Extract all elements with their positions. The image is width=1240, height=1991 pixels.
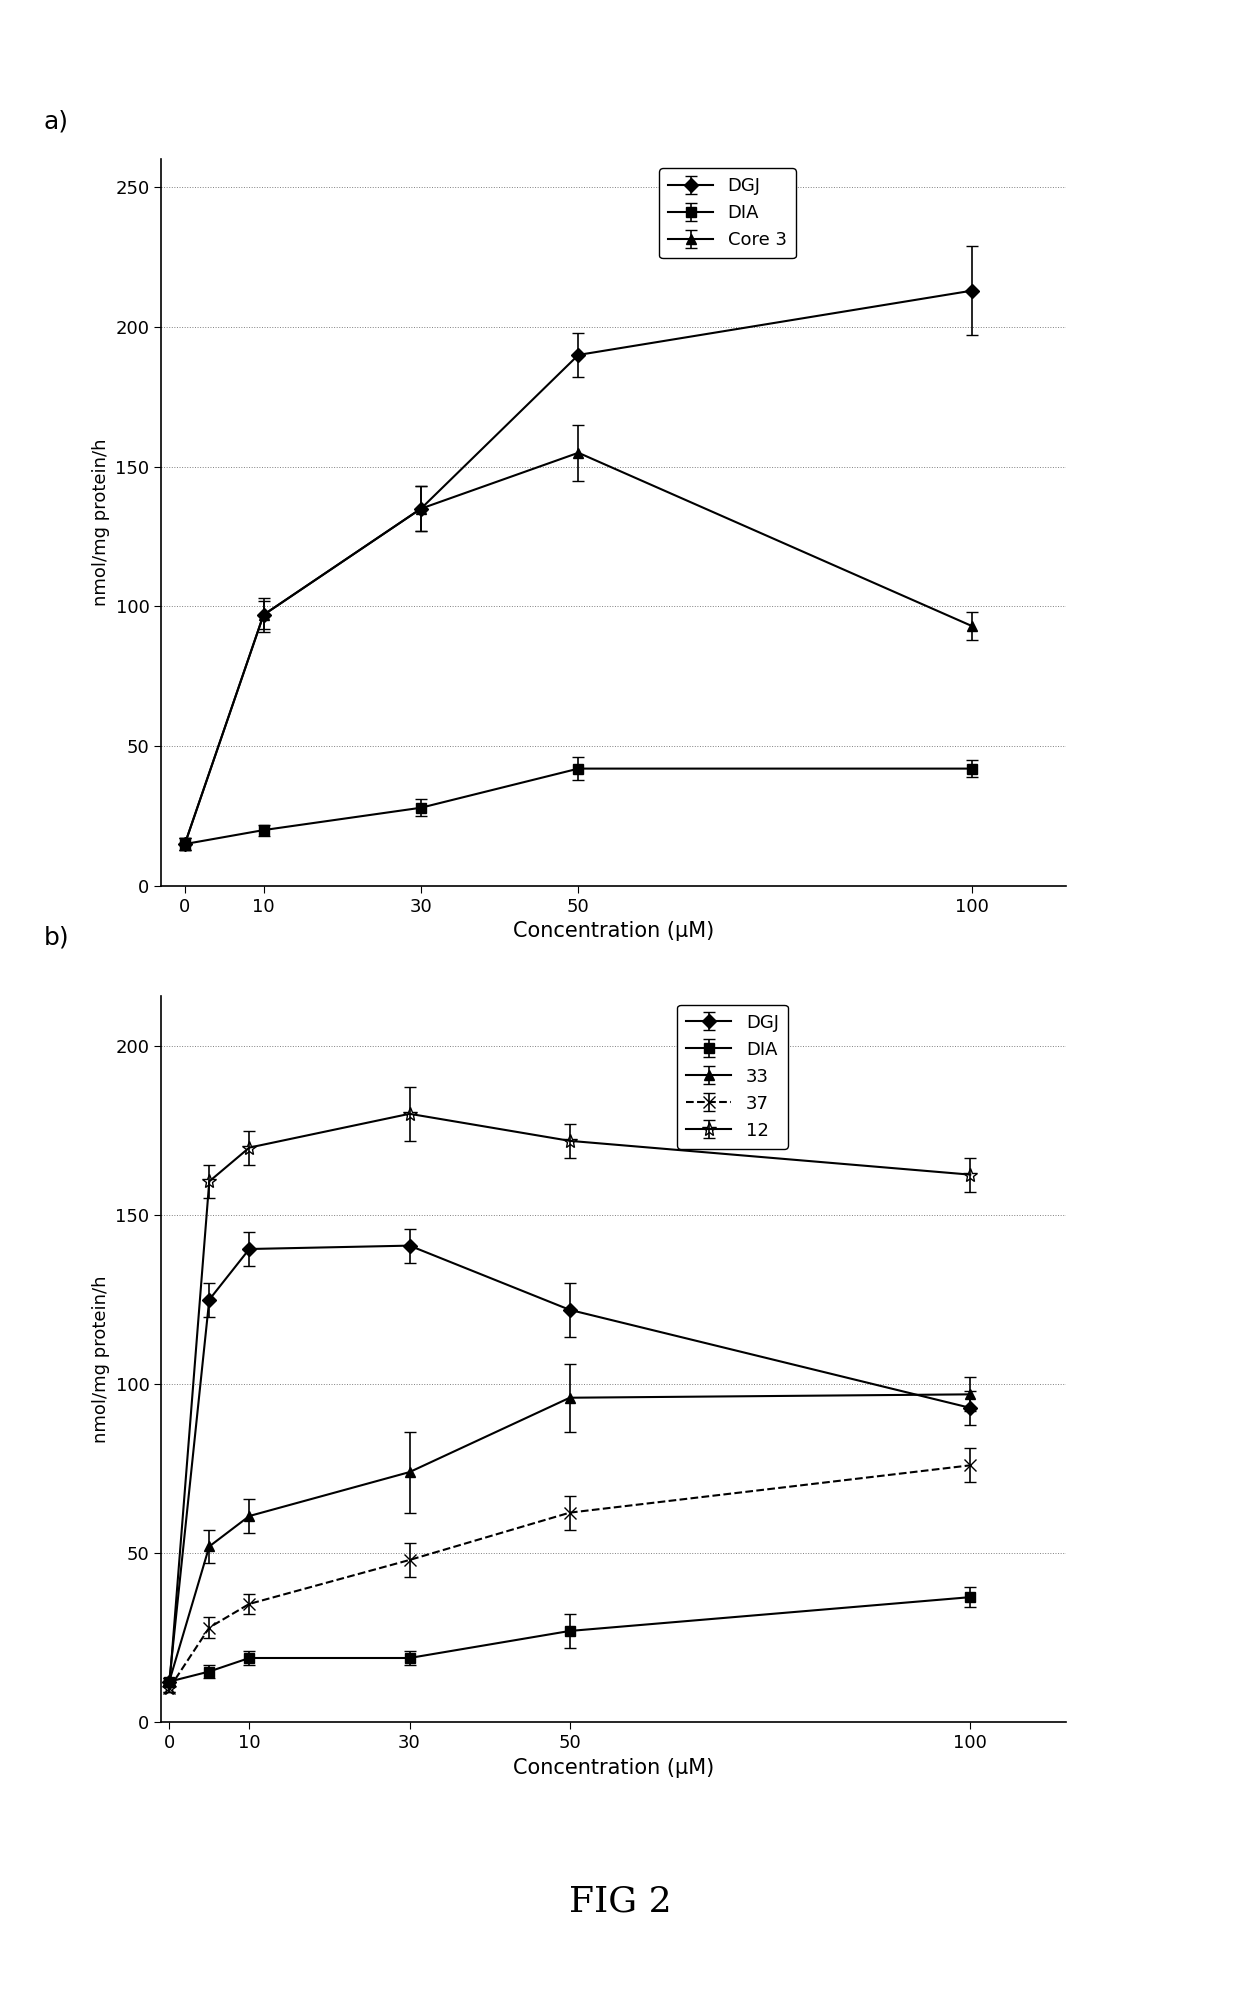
Y-axis label: nmol/mg protein/h: nmol/mg protein/h — [92, 1274, 109, 1443]
Y-axis label: nmol/mg protein/h: nmol/mg protein/h — [92, 438, 109, 607]
Text: FIG 2: FIG 2 — [569, 1883, 671, 1919]
X-axis label: Concentration (μM): Concentration (μM) — [513, 1758, 714, 1778]
Legend: DGJ, DIA, Core 3: DGJ, DIA, Core 3 — [658, 169, 796, 259]
Text: b): b) — [43, 926, 69, 950]
Legend: DGJ, DIA, 33, 37, 12: DGJ, DIA, 33, 37, 12 — [677, 1005, 787, 1149]
X-axis label: Concentration (μM): Concentration (μM) — [513, 922, 714, 942]
Text: a): a) — [43, 110, 68, 133]
